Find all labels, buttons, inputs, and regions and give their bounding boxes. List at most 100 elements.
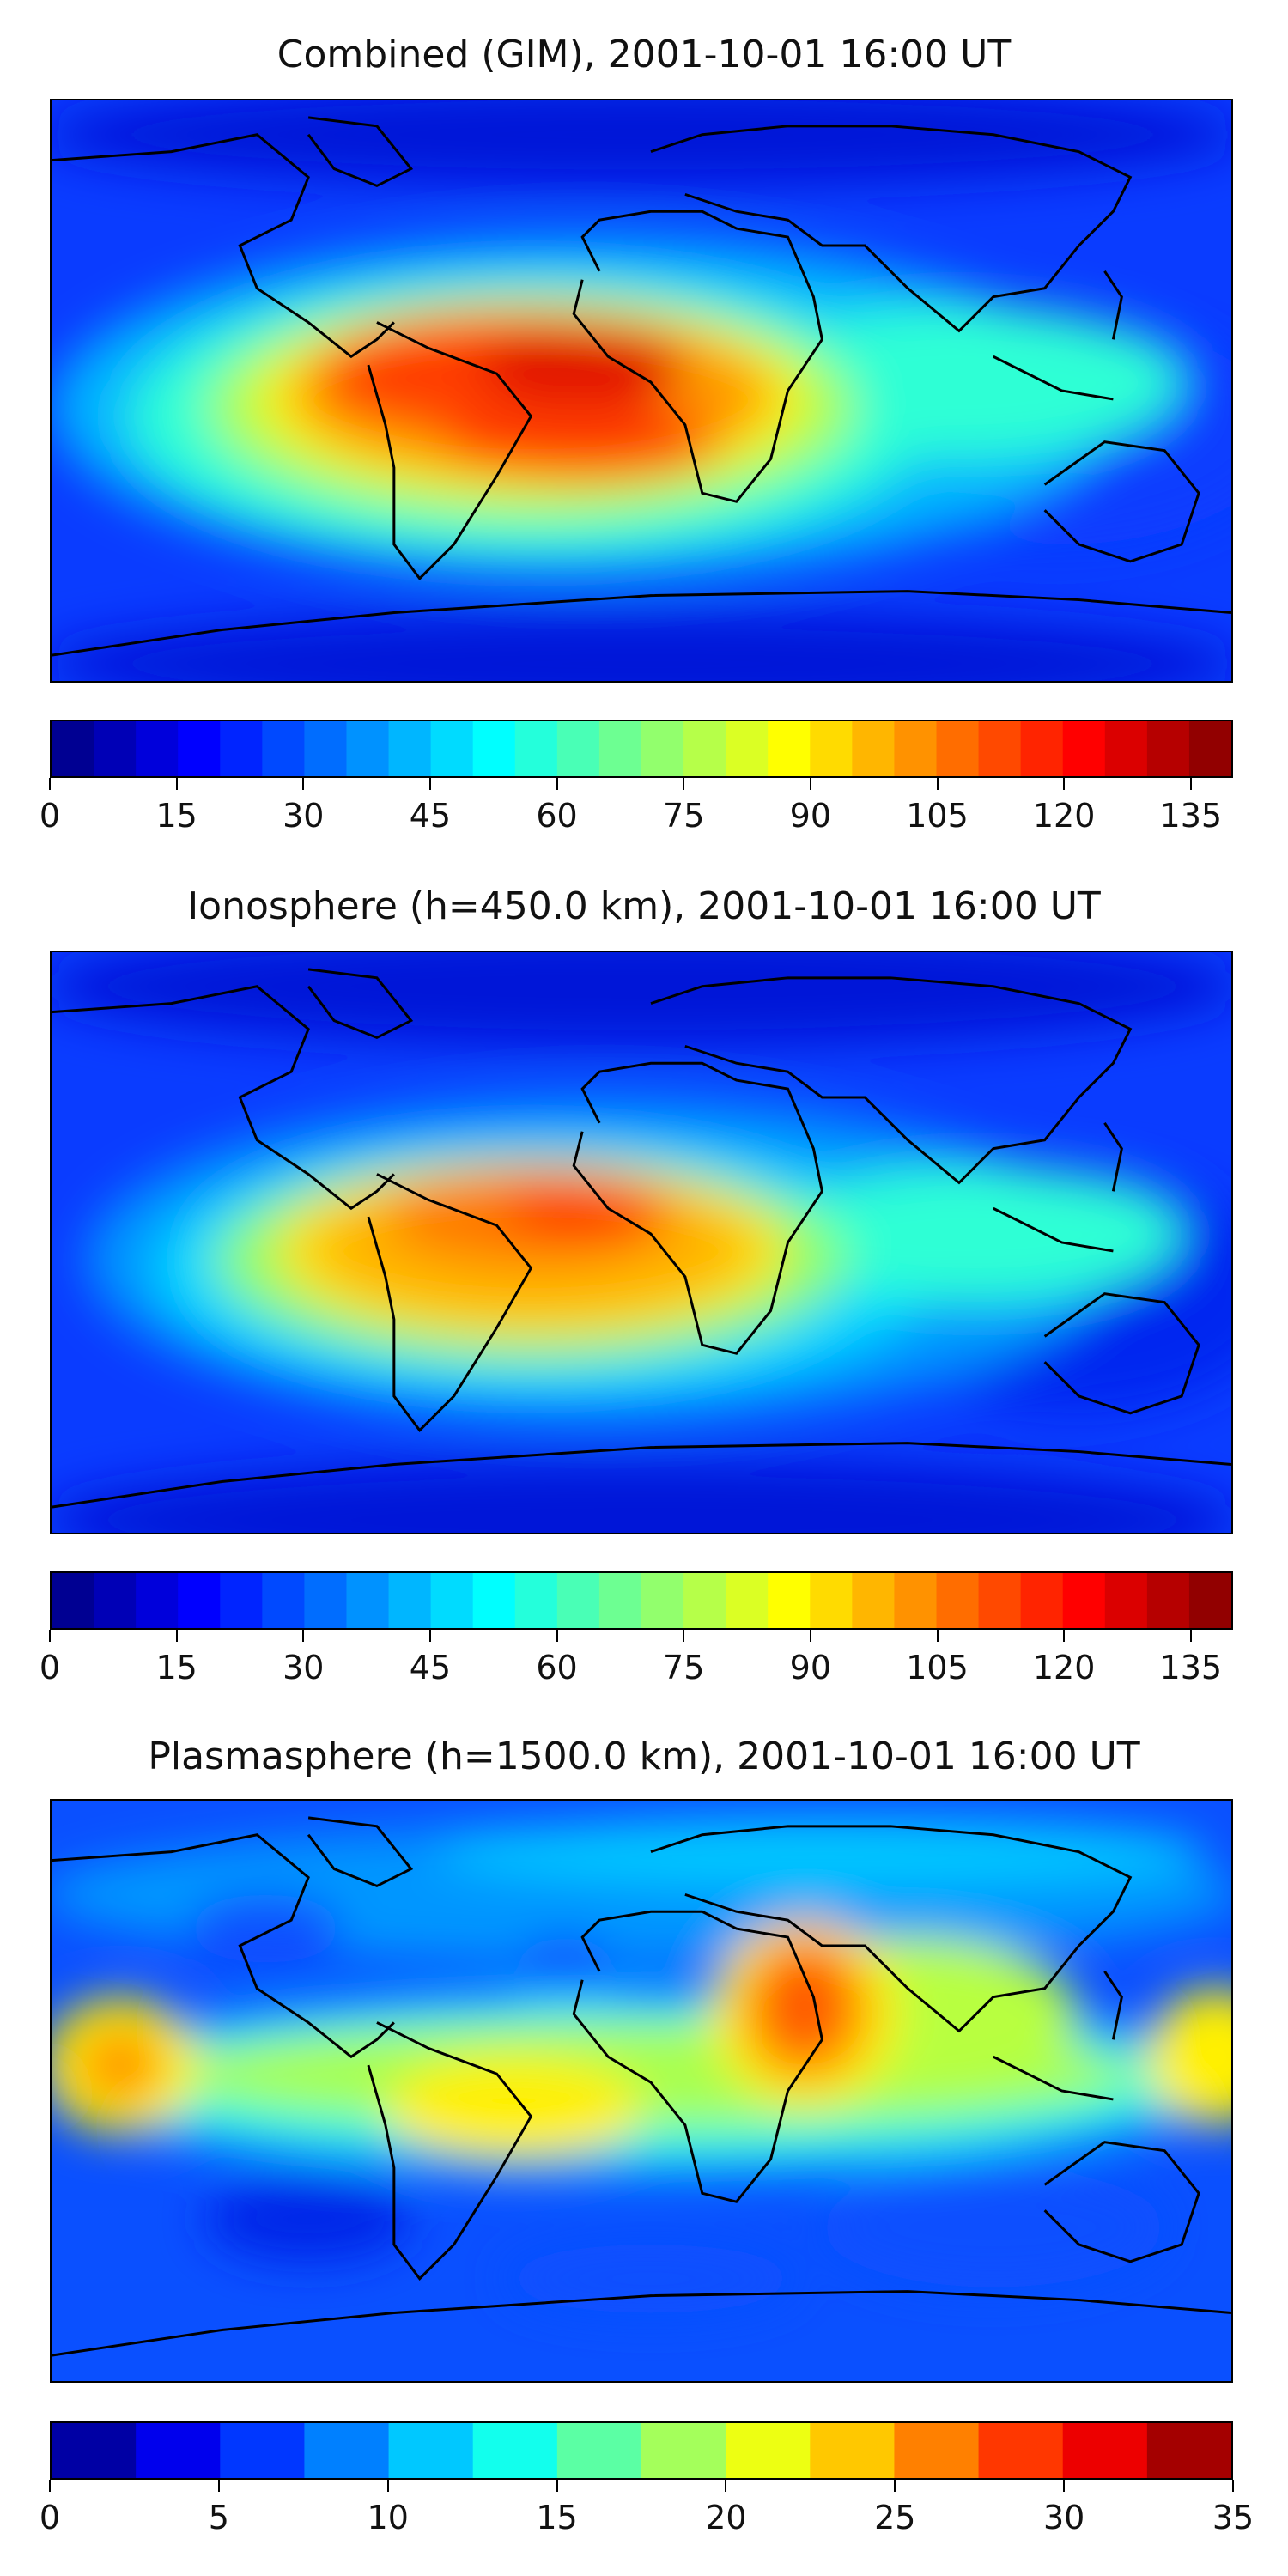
colorbar-band — [810, 721, 853, 776]
colorbar-tick-label: 15 — [155, 1649, 197, 1686]
colorbar-band — [94, 721, 137, 776]
colorbar-band — [768, 721, 811, 776]
colorbar-band — [136, 2423, 221, 2478]
colorbar-band — [726, 721, 769, 776]
colorbar — [50, 1571, 1233, 1630]
colorbar-tick-mark — [428, 1630, 431, 1642]
colorbar-tick-label: 5 — [208, 2499, 229, 2537]
colorbar-tick-mark — [386, 2480, 389, 2492]
colorbar-tick-label: 45 — [409, 797, 452, 835]
colorbar-tick-mark — [556, 1630, 558, 1642]
colorbar-tick-label: 20 — [705, 2499, 747, 2537]
colorbar-band — [852, 1573, 896, 1628]
chart-title: Plasmasphere (h=1500.0 km), 2001-10-01 1… — [148, 1735, 1140, 1778]
colorbar-band — [514, 721, 558, 776]
colorbar-tick-mark — [683, 1630, 685, 1642]
colorbar-band — [894, 2423, 980, 2478]
colorbar-ticks: 0 5 10 15 20 25 30 35 — [39, 2480, 1254, 2537]
colorbar-band — [810, 2423, 896, 2478]
colorbar-tick-label: 75 — [663, 1649, 705, 1686]
colorbar-tick-label: 135 — [1159, 1649, 1223, 1686]
colorbar-band — [1188, 721, 1231, 776]
colorbar-tick-mark — [1232, 2480, 1234, 2492]
colorbar-tick-label: 30 — [283, 797, 325, 835]
colorbar-tick-label: 15 — [155, 797, 197, 835]
colorbar-tick-mark — [556, 2480, 558, 2492]
colorbar-band — [683, 721, 726, 776]
colorbar-band — [1188, 1573, 1231, 1628]
colorbar-band — [726, 2423, 811, 2478]
colorbar-tick-mark — [1189, 1630, 1192, 1642]
colorbar-band — [430, 721, 474, 776]
colorbar-tick-label: 30 — [283, 1649, 325, 1686]
colorbar-svg — [52, 721, 1231, 776]
colorbar-tick-mark — [894, 2480, 896, 2492]
colorbar-tick-mark — [217, 2480, 220, 2492]
colorbar-band — [220, 1573, 263, 1628]
colorbar-band — [1062, 1573, 1106, 1628]
colorbar-band — [346, 1573, 390, 1628]
colorbar-band — [52, 1573, 94, 1628]
colorbar-band — [1146, 2423, 1231, 2478]
colorbar-band — [514, 1573, 558, 1628]
colorbar-band — [894, 1573, 938, 1628]
colorbar-svg — [52, 2423, 1231, 2478]
colorbar-tick-label: 105 — [906, 1649, 969, 1686]
colorbar-band — [1104, 721, 1148, 776]
colorbar-tick-mark — [49, 2480, 51, 2492]
colorbar-tick-label: 75 — [663, 797, 705, 835]
colorbar-band — [472, 1573, 516, 1628]
colorbar-band — [472, 721, 516, 776]
colorbar-band — [136, 721, 179, 776]
colorbar-tick-label: 35 — [1212, 2499, 1255, 2537]
colorbar-tick-mark — [302, 1630, 305, 1642]
colorbar-tick-mark — [1063, 778, 1066, 790]
colorbar-band — [641, 721, 684, 776]
colorbar-tick-mark — [1063, 1630, 1066, 1642]
colorbar-tick-mark — [175, 778, 178, 790]
colorbar-band — [556, 2423, 642, 2478]
colorbar-band — [936, 1573, 980, 1628]
colorbar-band — [852, 721, 896, 776]
colorbar-band — [430, 1573, 474, 1628]
colorbar-band — [1146, 1573, 1190, 1628]
colorbar-tick-label: 0 — [39, 1649, 61, 1686]
colorbar-band — [556, 721, 600, 776]
colorbar — [50, 720, 1233, 778]
colorbar-band — [178, 721, 221, 776]
colorbar-tick-label: 15 — [536, 2499, 578, 2537]
colorbar-band — [472, 2423, 558, 2478]
colorbar-tick-label: 45 — [409, 1649, 452, 1686]
colorbar-tick-mark — [1189, 778, 1192, 790]
colorbar — [50, 2421, 1233, 2480]
colorbar-band — [220, 721, 263, 776]
colorbar-band — [1104, 1573, 1148, 1628]
colorbar-tick-mark — [809, 778, 811, 790]
colorbar-svg — [52, 1573, 1231, 1628]
colorbar-tick-label: 10 — [367, 2499, 409, 2537]
colorbar-band — [304, 2423, 390, 2478]
colorbar-band — [388, 2423, 474, 2478]
colorbar-band — [262, 1573, 306, 1628]
colorbar-tick-mark — [683, 778, 685, 790]
heatmap-map — [50, 1799, 1233, 2383]
colorbar-band — [936, 721, 980, 776]
colorbar-band — [1062, 721, 1106, 776]
colorbar-band — [1020, 1573, 1064, 1628]
colorbar-band — [641, 2423, 726, 2478]
colorbar-band — [978, 1573, 1022, 1628]
chart-title: Combined (GIM), 2001-10-01 16:00 UT — [276, 33, 1012, 76]
colorbar-band — [388, 721, 432, 776]
colorbar-band — [304, 1573, 348, 1628]
colorbar-tick-mark — [1063, 2480, 1066, 2492]
colorbar-band — [52, 2423, 137, 2478]
chart-title: Ionosphere (h=450.0 km), 2001-10-01 16:0… — [187, 884, 1101, 928]
map-svg — [52, 952, 1231, 1533]
colorbar-band — [768, 1573, 811, 1628]
colorbar-tick-mark — [556, 778, 558, 790]
colorbar-band — [136, 1573, 179, 1628]
colorbar-ticks: 0 15 30 45 60 75 90 105 120 135 — [39, 1630, 1233, 1686]
colorbar-tick-mark — [936, 1630, 939, 1642]
colorbar-band — [556, 1573, 600, 1628]
colorbar-band — [346, 721, 390, 776]
